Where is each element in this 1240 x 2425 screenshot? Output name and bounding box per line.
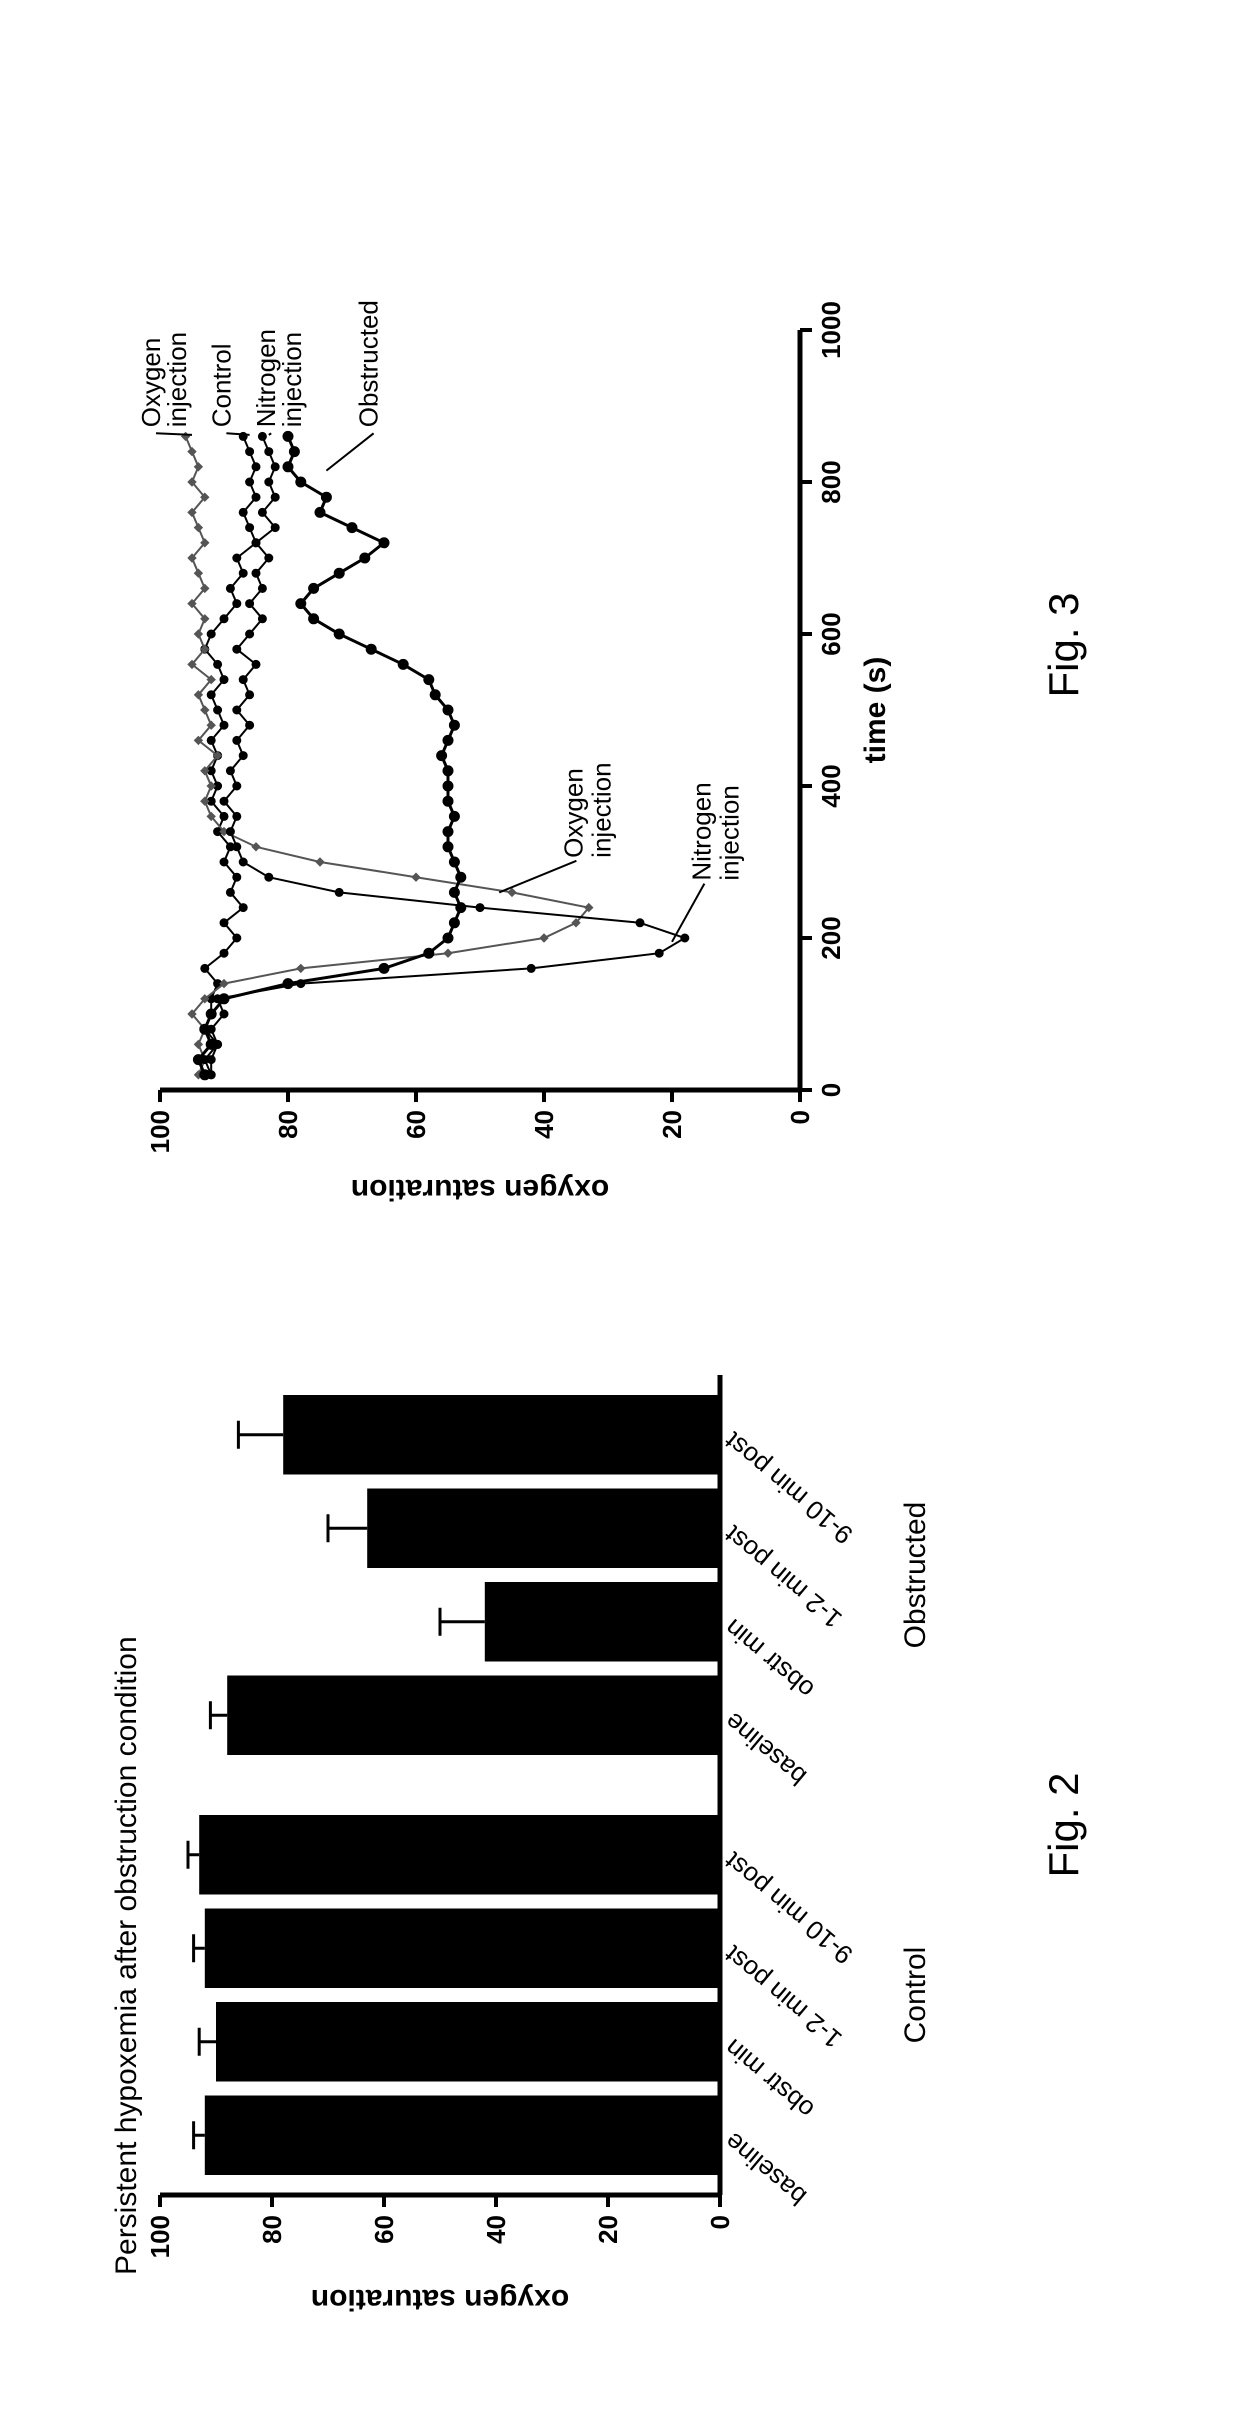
figure-2-label: Fig. 2 bbox=[1040, 1305, 1088, 2345]
svg-text:200: 200 bbox=[816, 916, 846, 959]
figure-3-label: Fig. 3 bbox=[1040, 65, 1088, 1225]
svg-text:obstr min: obstr min bbox=[719, 2033, 820, 2125]
svg-text:100: 100 bbox=[145, 2215, 175, 2258]
svg-text:baseline: baseline bbox=[719, 2127, 812, 2212]
figure-2-chart: 020406080100oxygen saturationbaselineobs… bbox=[140, 1305, 1000, 2345]
svg-text:oxygen saturation: oxygen saturation bbox=[311, 2283, 569, 2316]
svg-text:40: 40 bbox=[529, 1110, 559, 1139]
svg-text:injection: injection bbox=[586, 762, 616, 857]
figure-3: 02040608010002004006008001000oxygen satu… bbox=[110, 65, 1110, 1225]
svg-text:injection: injection bbox=[277, 332, 307, 427]
svg-text:time (s): time (s) bbox=[859, 657, 892, 764]
svg-text:80: 80 bbox=[257, 2215, 287, 2244]
figure-2: Persistent hypoxemia after obstruction c… bbox=[110, 1305, 1110, 2345]
svg-text:400: 400 bbox=[816, 764, 846, 807]
svg-text:0: 0 bbox=[816, 1083, 846, 1097]
svg-text:Obstructed: Obstructed bbox=[354, 300, 384, 427]
svg-text:oxygen saturation: oxygen saturation bbox=[351, 1173, 609, 1206]
svg-text:0: 0 bbox=[785, 1110, 815, 1124]
svg-text:obstr min: obstr min bbox=[719, 1613, 820, 1705]
svg-text:Control: Control bbox=[206, 343, 236, 427]
svg-text:baseline: baseline bbox=[719, 1707, 812, 1792]
svg-text:Nitrogen: Nitrogen bbox=[686, 782, 716, 880]
svg-text:60: 60 bbox=[369, 2215, 399, 2244]
svg-text:Control: Control bbox=[899, 1947, 932, 2044]
figure-2-title: Persistent hypoxemia after obstruction c… bbox=[110, 1636, 144, 2275]
svg-text:20: 20 bbox=[593, 2215, 623, 2244]
svg-text:100: 100 bbox=[145, 1110, 175, 1153]
svg-text:injection: injection bbox=[162, 332, 192, 427]
svg-text:0: 0 bbox=[705, 2215, 735, 2229]
svg-text:Obstructed: Obstructed bbox=[899, 1502, 932, 1649]
svg-text:60: 60 bbox=[401, 1110, 431, 1139]
svg-text:1000: 1000 bbox=[816, 301, 846, 359]
svg-text:Oxygen: Oxygen bbox=[558, 768, 588, 858]
svg-text:800: 800 bbox=[816, 460, 846, 503]
figure-3-chart: 02040608010002004006008001000oxygen satu… bbox=[140, 65, 1000, 1225]
svg-text:600: 600 bbox=[816, 612, 846, 655]
svg-text:20: 20 bbox=[657, 1110, 687, 1139]
svg-text:injection: injection bbox=[714, 785, 744, 880]
svg-text:40: 40 bbox=[481, 2215, 511, 2244]
svg-text:80: 80 bbox=[273, 1110, 303, 1139]
